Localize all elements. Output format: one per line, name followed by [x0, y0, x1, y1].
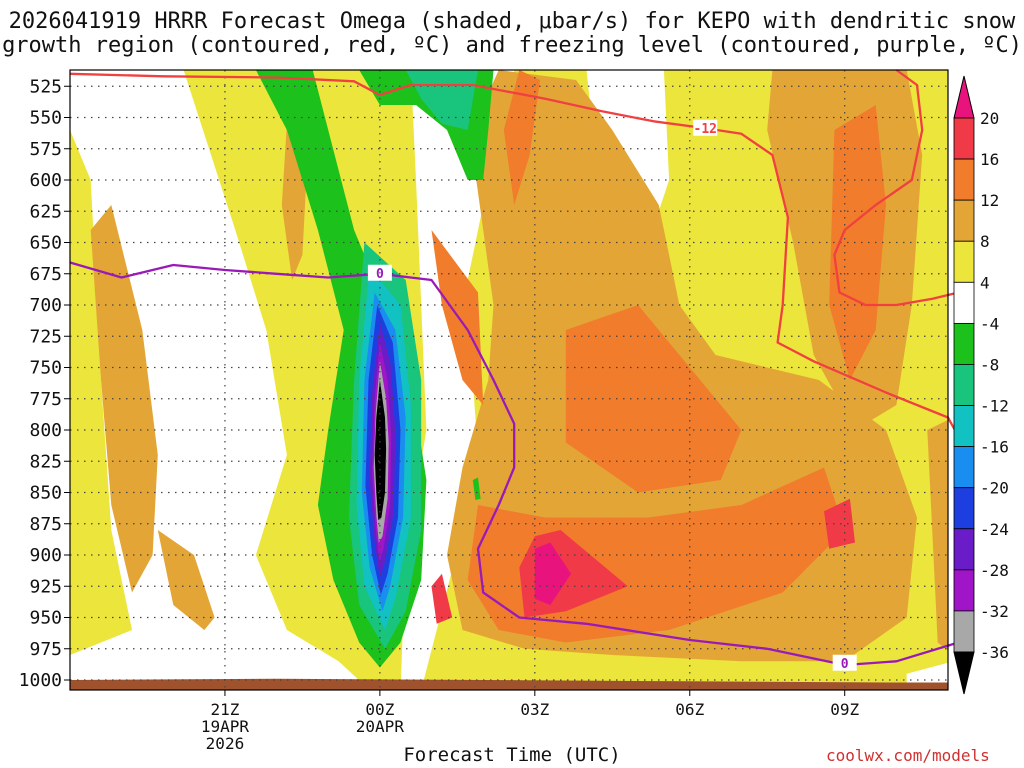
colorbar-swatch-11 [953, 569, 975, 612]
y-tick-875: 875 [29, 514, 62, 535]
colorbar-swatch-10 [953, 528, 975, 571]
x-tick-21Z-line1: 19APR [201, 717, 250, 736]
colorbar-label--24: -24 [980, 520, 1009, 539]
colorbar-label--16: -16 [980, 438, 1009, 457]
omega-12-16-mid [565, 305, 742, 493]
x-tick-21Z-line2: 2026 [206, 734, 245, 753]
freezing-level-contour [69, 261, 959, 667]
dendritic-contour-lower [69, 72, 960, 437]
omega-near-zero-mid [400, 70, 515, 690]
y-tick-600: 600 [29, 170, 62, 191]
colorbar-swatch-2 [953, 199, 975, 242]
y-tick-925: 925 [29, 576, 62, 597]
y-tick-750: 750 [29, 358, 62, 379]
omega-16-20-right [824, 498, 855, 549]
omega-20-plus [534, 542, 571, 605]
freezing-level-label-1-bg [367, 264, 392, 281]
y-axis: 525 550 575 600 625 650 675 700 725 750 775 800 825 8… [19, 76, 70, 691]
colorbar-swatch-7 [953, 405, 975, 448]
colorbar-label--28: -28 [980, 561, 1009, 580]
plot-area [70, 70, 948, 690]
y-tick-550: 550 [29, 108, 62, 129]
freezing-level-label-2: 0 [841, 657, 849, 672]
x-tick-03Z-line0: 03Z [520, 700, 549, 719]
colorbar-swatch-3 [953, 240, 975, 283]
chart-title-line2: growth region (contoured, red, ºC) and f… [2, 33, 1022, 58]
omega-12-16-upper [503, 70, 540, 205]
credit-text: coolwx.com/models [826, 746, 990, 765]
chart-title-line1: 2026041919 HRRR Forecast Omega (shaded, … [8, 9, 1016, 34]
y-tick-825: 825 [29, 451, 62, 472]
y-tick-700: 700 [29, 295, 62, 316]
x-tick-09Z-line0: 09Z [830, 700, 859, 719]
colorbar-swatch-9 [953, 487, 975, 530]
colorbar-label-4: 4 [980, 273, 990, 292]
y-tick-650: 650 [29, 233, 62, 254]
y-tick-850: 850 [29, 483, 62, 504]
omega-12-16-right [829, 105, 886, 380]
colorbar-label-20: 20 [980, 109, 999, 128]
colorbar-swatch-1 [953, 158, 975, 201]
colorbar-swatch-5 [953, 322, 975, 365]
freezing-level-label-1: 0 [376, 267, 384, 282]
dendritic-contour-label: -12 [694, 122, 717, 137]
colorbar-label-16: 16 [980, 150, 999, 169]
y-tick-525: 525 [29, 76, 62, 97]
x-tick-21Z-line0: 21Z [210, 700, 239, 719]
y-tick-775: 775 [29, 389, 62, 410]
colorbar-label--4: -4 [980, 314, 999, 333]
omega-16-20-low [431, 573, 453, 624]
colorbar-label--8: -8 [980, 355, 999, 374]
colorbar-swatch-6 [953, 364, 975, 406]
terrain [70, 678, 948, 690]
dendritic-contour-upper [833, 69, 959, 307]
colorbar: 20 16 12 8 4 -4 -8 -12 -16 -20 -24 -28 -32 -36 [953, 75, 1009, 695]
colorbar-top-triangle [953, 75, 975, 119]
x-tick-00Z-line1: 20APR [356, 717, 405, 736]
colorbar-label--12: -12 [980, 397, 1009, 416]
y-tick-900: 900 [29, 545, 62, 566]
y-tick-625: 625 [29, 201, 62, 222]
y-tick-975: 975 [29, 639, 62, 660]
y-tick-725: 725 [29, 326, 62, 347]
y-tick-675: 675 [29, 264, 62, 285]
colorbar-swatch-0 [953, 117, 975, 160]
omega-max-ascent [374, 380, 387, 520]
colorbar-bottom-triangle [953, 651, 975, 695]
omega-8-12-bottomleft [157, 530, 215, 630]
dendritic-contour-label-bg [693, 119, 718, 136]
y-tick-950: 950 [29, 608, 62, 629]
omega-neg4-neg8-dot [472, 477, 481, 500]
y-tick-575: 575 [29, 139, 62, 160]
colorbar-swatch-4 [953, 281, 975, 324]
contours [69, 69, 960, 667]
colorbar-label-12: 12 [980, 191, 999, 210]
x-tick-06Z-line0: 06Z [675, 700, 704, 719]
plot-frame [69, 69, 949, 691]
colorbar-label--32: -32 [980, 602, 1009, 621]
omega-8-12-lowerright [927, 420, 948, 651]
y-tick-800: 800 [29, 420, 62, 441]
colorbar-label--20: -20 [980, 479, 1009, 498]
colorbar-label--36: -36 [980, 643, 1009, 662]
colorbar-label-8: 8 [980, 232, 990, 251]
y-tick-1000: 1000 [19, 670, 62, 691]
omega-8-12-left [90, 205, 158, 593]
x-axis-title: Forecast Time (UTC) [403, 744, 621, 766]
freezing-level-label-2-bg [832, 654, 857, 671]
colorbar-swatch-12 [953, 610, 975, 653]
colorbar-swatch-8 [953, 446, 975, 489]
x-tick-00Z-line0: 00Z [365, 700, 394, 719]
